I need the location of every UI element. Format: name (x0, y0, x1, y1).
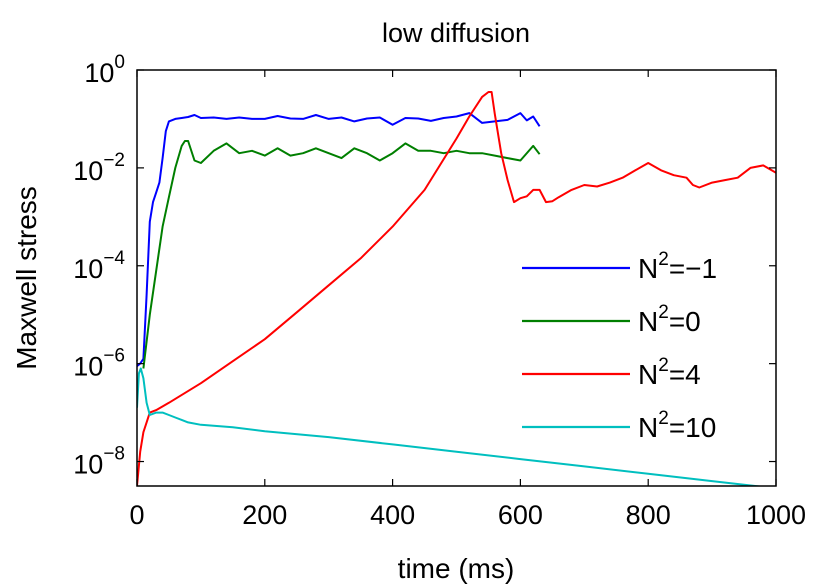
x-tick-label: 800 (626, 500, 671, 530)
x-tick-label: 1000 (746, 500, 806, 530)
series-line-3 (137, 367, 764, 486)
y-axis-label: Maxwell stress (11, 186, 42, 370)
legend: N2=−1 N2=0 N2=4 N2=10 (522, 249, 717, 443)
x-tick-label: 400 (370, 500, 415, 530)
legend-label-2: N2=4 (638, 355, 701, 390)
y-tick-label: 10−4 (73, 248, 125, 284)
x-tick-label: 200 (242, 500, 287, 530)
plot-frame (136, 69, 777, 487)
ticks-layer: 0 200 400 600 800 1000 10−8 10−6 10−4 10−2 100 (73, 52, 806, 530)
series-line-2 (137, 91, 776, 486)
y-tick-label: 10−6 (73, 346, 125, 382)
x-tick-label: 0 (129, 500, 144, 530)
legend-label-3: N2=10 (638, 408, 716, 443)
chart-title: low diffusion (382, 18, 530, 48)
y-tick-label: 100 (84, 52, 125, 88)
series-layer (137, 91, 776, 486)
y-tick-label: 10−2 (73, 150, 125, 186)
series-line-1 (142, 140, 541, 369)
x-tick-label: 600 (498, 500, 543, 530)
legend-label-0: N2=−1 (638, 249, 717, 284)
y-tick-label: 10−8 (73, 444, 125, 480)
x-axis-label: time (ms) (398, 553, 515, 584)
series-line-0 (137, 112, 541, 367)
legend-label-1: N2=0 (638, 302, 701, 337)
